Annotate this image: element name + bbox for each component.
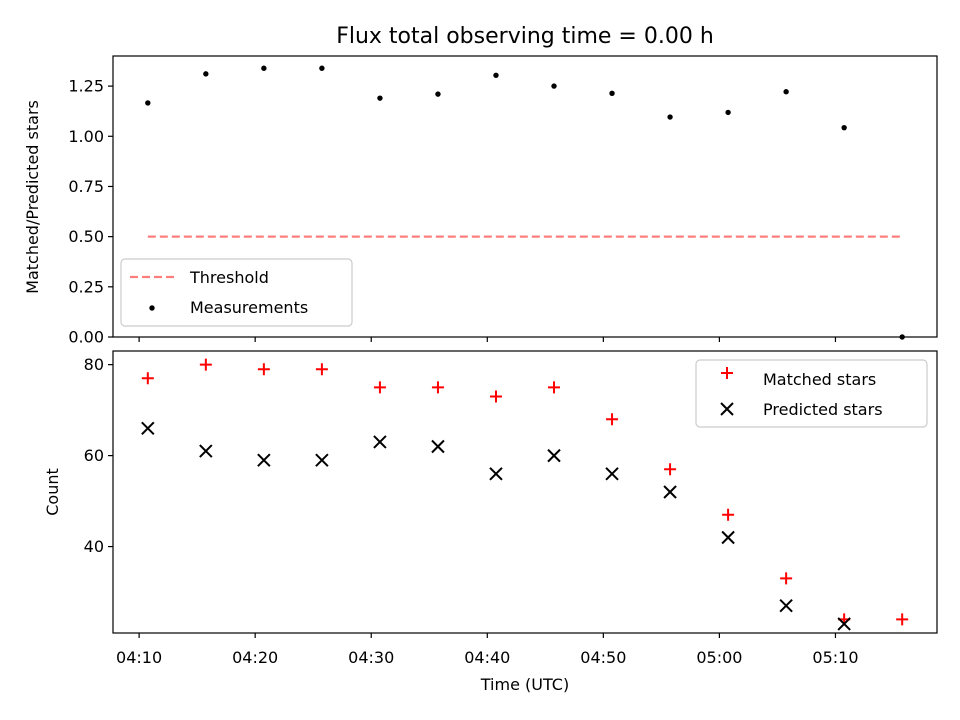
measurements-legend-swatch bbox=[149, 305, 155, 311]
predicted-star-point bbox=[663, 485, 677, 499]
measurement-point bbox=[493, 72, 499, 78]
predicted-star-point bbox=[779, 599, 793, 613]
bottom-y-tick-label: 80 bbox=[84, 355, 104, 374]
top-y-axis-label: Matched/Predicted stars bbox=[23, 100, 42, 294]
matched-star-point bbox=[489, 390, 502, 403]
bottom-axes-frame bbox=[112, 350, 938, 634]
top-plot-marks bbox=[145, 65, 905, 340]
bottom-y-ticks: 40 60 80 bbox=[84, 355, 113, 556]
bottom-x-tick-label: 04:30 bbox=[348, 648, 394, 667]
bottom-legend: Matched stars Predicted stars bbox=[695, 359, 928, 428]
matched-star-point bbox=[373, 381, 386, 394]
predicted-star-point bbox=[605, 467, 619, 481]
top-y-tick-label: 0.00 bbox=[68, 328, 104, 347]
predicted-star-point bbox=[837, 617, 851, 631]
bottom-x-tick-label: 04:40 bbox=[464, 648, 510, 667]
predicted-star-point bbox=[431, 439, 445, 454]
matched-star-point bbox=[606, 413, 619, 426]
bottom-x-tick-label: 05:10 bbox=[812, 648, 858, 667]
top-y-tick-label: 0.25 bbox=[68, 277, 104, 296]
measurement-point bbox=[145, 100, 151, 106]
top-y-tick-label: 1.25 bbox=[68, 77, 104, 96]
matched-star-point bbox=[548, 381, 561, 394]
top-y-tick-label: 1.00 bbox=[68, 127, 104, 146]
top-axes-frame bbox=[112, 55, 938, 338]
measurement-point bbox=[667, 114, 673, 120]
bottom-y-axis-label: Count bbox=[43, 468, 62, 516]
measurement-point bbox=[377, 95, 383, 101]
predicted-legend-label: Predicted stars bbox=[763, 400, 883, 419]
top-legend: Threshold Measurements bbox=[120, 258, 353, 327]
matched-star-point bbox=[431, 381, 444, 394]
predicted-star-point bbox=[373, 435, 387, 449]
measurement-point bbox=[609, 90, 615, 97]
matched-star-point bbox=[257, 363, 270, 376]
bottom-legend-box bbox=[695, 359, 928, 428]
predicted-star-point bbox=[257, 453, 271, 467]
predicted-star-point bbox=[721, 530, 735, 545]
measurement-point bbox=[725, 109, 731, 116]
top-chart-title: Flux total observing time = 0.00 h bbox=[336, 24, 714, 49]
top-y-ticks: 0.00 0.25 0.50 0.75 1.00 1.25 bbox=[68, 77, 113, 347]
measurement-point bbox=[841, 124, 847, 131]
bottom-x-tick-label: 04:50 bbox=[580, 648, 626, 667]
matched-legend-swatch bbox=[721, 367, 733, 379]
bottom-x-ticks: 04:10 04:20 04:30 04:40 04:50 05:00 05:10 bbox=[116, 633, 859, 667]
top-legend-box bbox=[120, 258, 353, 327]
matched-star-point bbox=[664, 463, 677, 476]
bottom-y-tick-label: 60 bbox=[84, 446, 104, 465]
measurement-point bbox=[783, 89, 789, 95]
bottom-x-axis-label: Time (UTC) bbox=[480, 675, 569, 694]
threshold-legend-label: Threshold bbox=[189, 268, 269, 287]
matched-star-point bbox=[780, 572, 793, 585]
matched-star-point bbox=[315, 363, 328, 376]
top-panel: Flux total observing time = 0.00 h Match… bbox=[23, 24, 938, 347]
predicted-star-point bbox=[315, 453, 329, 467]
measurements-legend-label: Measurements bbox=[190, 298, 308, 317]
measurement-point bbox=[551, 83, 557, 89]
measurement-point bbox=[203, 71, 209, 77]
matched-star-point bbox=[141, 372, 154, 385]
matched-legend-label: Matched stars bbox=[763, 370, 876, 389]
predicted-star-point bbox=[199, 444, 213, 458]
measurement-point bbox=[435, 91, 441, 97]
top-x-ticks bbox=[138, 337, 837, 342]
bottom-x-tick-label: 04:20 bbox=[232, 648, 278, 667]
bottom-plot-marks bbox=[141, 358, 909, 631]
top-y-tick-label: 0.50 bbox=[68, 227, 104, 246]
predicted-star-point bbox=[489, 467, 503, 481]
bottom-y-tick-label: 40 bbox=[84, 537, 104, 556]
matched-star-point bbox=[199, 358, 212, 371]
matched-star-point bbox=[896, 613, 909, 626]
predicted-star-point bbox=[141, 421, 155, 436]
predicted-legend-swatch bbox=[720, 402, 734, 416]
bottom-x-tick-label: 05:00 bbox=[696, 648, 742, 667]
bottom-x-tick-label: 04:10 bbox=[116, 648, 162, 667]
predicted-star-point bbox=[547, 448, 561, 463]
top-y-tick-label: 0.75 bbox=[68, 177, 104, 196]
measurement-point bbox=[261, 65, 267, 71]
matched-star-point bbox=[722, 508, 735, 521]
measurement-point bbox=[319, 65, 325, 71]
